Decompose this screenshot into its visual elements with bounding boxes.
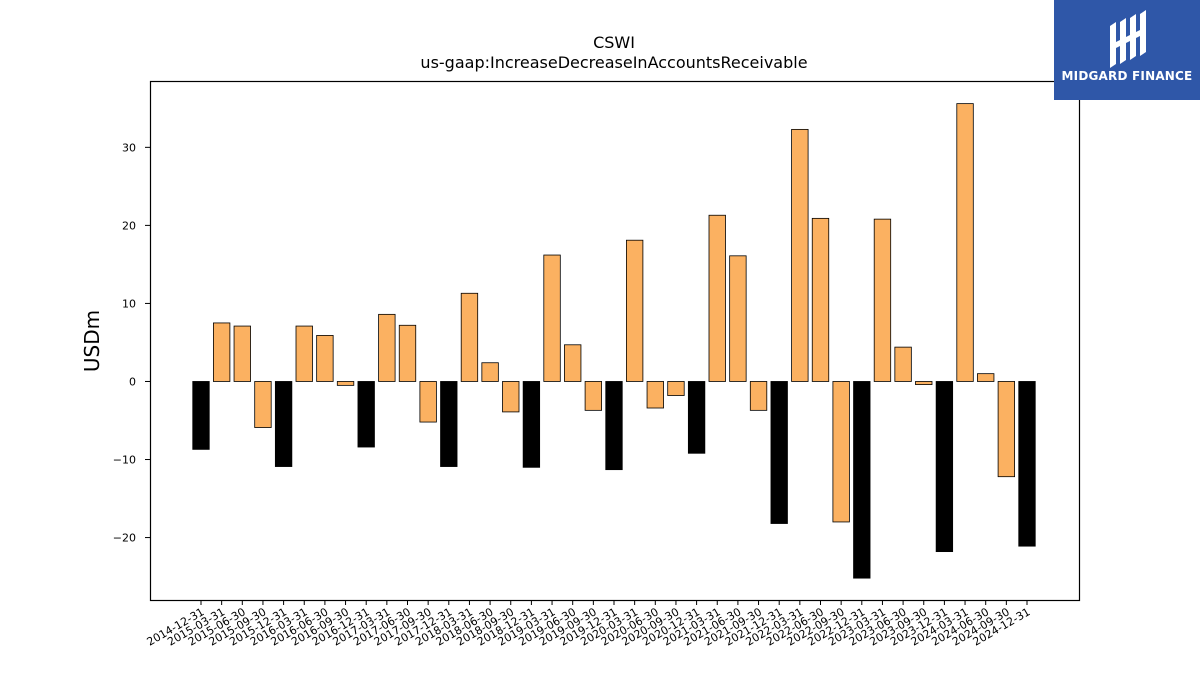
bar-2016-12-31 [357, 381, 375, 448]
bar-2022-03-31 [791, 128, 809, 382]
bar-2015-03-31 [212, 322, 231, 382]
bar-2019-03-31 [543, 254, 561, 382]
bar-2021-03-31 [708, 214, 726, 382]
bar-2024-12-31 [1018, 381, 1036, 547]
bar-2024-09-30 [997, 381, 1015, 478]
y-axis: −20 −10 0 10 20 30 [113, 141, 150, 545]
bar-2020-06-30 [646, 381, 664, 409]
bar-2021-09-30 [749, 381, 768, 411]
y-tick-label: −10 [113, 454, 136, 467]
bars-group [192, 103, 1036, 579]
x-axis: 2014-12-312015-03-312015-06-302015-09-30… [145, 600, 1033, 649]
brand-name: MIDGARD FINANCE [1061, 69, 1193, 83]
bar-2022-12-31 [853, 381, 871, 579]
bar-2018-03-31 [460, 292, 479, 382]
plot-frame [149, 80, 1081, 602]
bar-2019-09-30 [584, 381, 602, 411]
bar-2024-06-30 [977, 373, 995, 382]
bar-2016-09-30 [336, 381, 355, 386]
bar-2016-06-30 [316, 335, 334, 382]
brand-logo: MIDGARD FINANCE [1054, 0, 1200, 100]
bar-2016-03-31 [295, 325, 313, 382]
bar-2019-12-31 [605, 381, 623, 471]
y-tick-label: −20 [113, 532, 136, 545]
bar-2018-09-30 [502, 381, 520, 413]
logo-mark-icon [1110, 10, 1146, 68]
bar-2021-12-31 [770, 381, 788, 524]
y-tick-label: 0 [129, 375, 136, 388]
bar-2020-12-31 [687, 381, 706, 454]
y-tick-label: 20 [122, 219, 136, 232]
bar-2021-06-30 [729, 255, 747, 382]
bar-2020-03-31 [626, 239, 644, 382]
bar-2022-09-30 [832, 381, 850, 523]
bar-2023-09-30 [915, 381, 933, 385]
bar-2022-06-30 [811, 217, 830, 382]
bar-2017-03-31 [378, 313, 396, 382]
bar-2023-06-30 [894, 346, 912, 382]
bar-2017-09-30 [419, 381, 437, 423]
bar-2015-09-30 [254, 381, 272, 428]
bar-2017-12-31 [440, 381, 458, 467]
bar-2019-06-30 [564, 344, 582, 382]
chart-title: CSWI [593, 33, 635, 52]
bar-2014-12-31 [192, 381, 210, 450]
bar-2015-12-31 [274, 381, 293, 467]
bar-2023-03-31 [873, 218, 892, 382]
y-tick-label: 10 [122, 297, 136, 310]
chart-subtitle: us-gaap:IncreaseDecreaseInAccountsReceiv… [420, 53, 807, 72]
bar-2017-06-30 [398, 324, 417, 382]
y-axis-label: USDm [80, 310, 104, 372]
bar-2015-06-30 [233, 325, 251, 382]
bar-2020-09-30 [667, 381, 685, 396]
bar-2018-06-30 [481, 362, 499, 382]
bar-2024-03-31 [956, 103, 974, 382]
y-tick-label: 30 [122, 141, 136, 154]
bar-2018-12-31 [522, 381, 541, 468]
bar-2023-12-31 [935, 381, 954, 553]
